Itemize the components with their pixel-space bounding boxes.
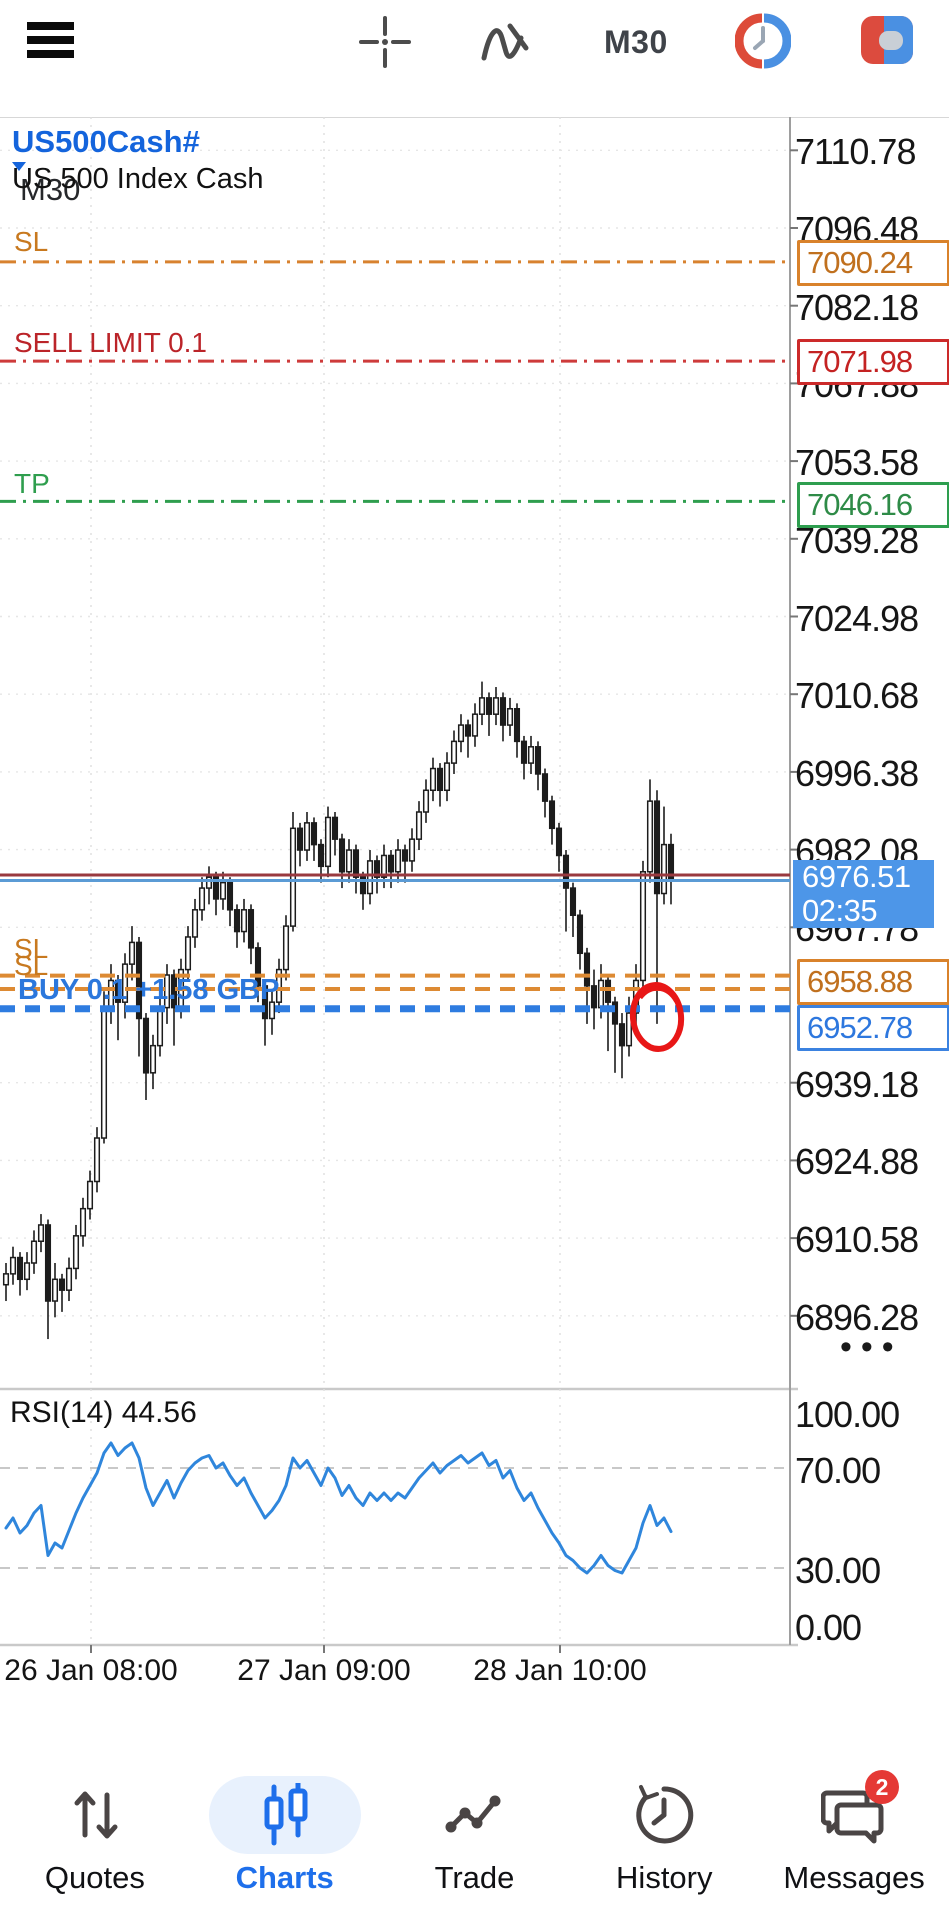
nav-item-messages[interactable]: 2 Messages [769, 1762, 939, 1912]
time-axis-label: 27 Jan 09:00 [237, 1654, 411, 1687]
current-price-badge: 6976.51 02:35 [793, 860, 934, 928]
price-tick-label: 6939.18 [795, 1063, 919, 1105]
symbol-description: US 500 Index Cash [12, 163, 264, 195]
price-tick-label: 6996.38 [795, 752, 919, 794]
trade-icon [443, 1784, 505, 1846]
tp-label: TP [14, 468, 50, 499]
price-tick-label: 7110.78 [795, 131, 916, 173]
symbol-selector[interactable]: US500Cash# M30 [12, 124, 206, 208]
rsi-tick-label: 100.00 [795, 1394, 900, 1435]
time-axis-label: 28 Jan 10:00 [473, 1654, 647, 1687]
rsi-tick-label: 30.00 [795, 1550, 881, 1591]
more-indicators-ellipsis: ••• [840, 1328, 903, 1366]
nav-item-quotes[interactable]: Quotes [10, 1762, 180, 1912]
rsi-tick-label: 0.00 [795, 1607, 862, 1648]
messages-icon [821, 1784, 887, 1846]
history-icon [633, 1784, 695, 1846]
price-tick-label: 6910.58 [795, 1219, 919, 1261]
timeframe-button[interactable]: M30 [604, 24, 668, 60]
current-time: 02:35 [802, 893, 878, 928]
sell-limit-price-badge: 7071.98 [797, 339, 949, 385]
split-window-icon[interactable] [858, 12, 916, 68]
price-tick-label: 7010.68 [795, 675, 919, 717]
menu-icon[interactable] [26, 20, 76, 64]
time-axis-label: 26 Jan 08:00 [4, 1654, 178, 1687]
price-tick-label: 7024.98 [795, 597, 919, 639]
nav-item-history[interactable]: History [579, 1762, 749, 1912]
symbol-timeframe: M30 [20, 172, 81, 207]
nav-label-quotes: Quotes [44, 1860, 145, 1895]
indicators-icon[interactable] [477, 14, 535, 70]
nav-label-history: History [616, 1860, 713, 1895]
sl-position-label-2: SL [14, 950, 49, 981]
sl-position-label-1: SL [14, 933, 49, 964]
charts-icon [254, 1783, 316, 1846]
trading-hours-icon[interactable] [735, 13, 791, 69]
sl-pending-label: SL [14, 226, 49, 257]
price-tick-label: 6924.88 [795, 1141, 919, 1183]
crosshair-icon[interactable] [357, 14, 413, 70]
buy-position-label: BUY 0.1 +1.58 GBP [18, 974, 280, 1006]
rsi-tick-label: 70.00 [795, 1450, 881, 1491]
nav-label-messages: Messages [783, 1860, 925, 1895]
current-price: 6976.51 [802, 859, 911, 894]
nav-label-charts: Charts [235, 1860, 334, 1895]
messages-unread-badge: 2 [865, 1770, 900, 1804]
top-toolbar: M30 [0, 0, 949, 117]
sl-pending-price-badge: 7090.24 [797, 240, 949, 286]
bottom-navigation: Quotes Charts Trade [0, 1762, 949, 1920]
nav-label-trade: Trade [434, 1860, 515, 1895]
dropdown-caret-icon [12, 160, 206, 172]
buy-open-price-badge: 6952.78 [797, 1005, 949, 1051]
price-tick-label: 6896.28 [795, 1296, 919, 1338]
quotes-icon [67, 1784, 123, 1846]
rsi-indicator-label: RSI(14) 44.56 [10, 1396, 197, 1429]
sl-position-price-badge: 6958.88 [797, 959, 949, 1005]
symbol-name: US500Cash# [12, 124, 200, 159]
tp-price-badge: 7046.16 [797, 482, 949, 528]
sell-limit-label: SELL LIMIT 0.1 [14, 327, 207, 358]
active-tab-pill [208, 1776, 361, 1854]
nav-item-charts[interactable]: Charts [200, 1762, 370, 1912]
price-tick-label: 7082.18 [795, 286, 919, 328]
price-tick-label: 7053.58 [795, 442, 919, 484]
nav-item-trade[interactable]: Trade [389, 1762, 559, 1912]
